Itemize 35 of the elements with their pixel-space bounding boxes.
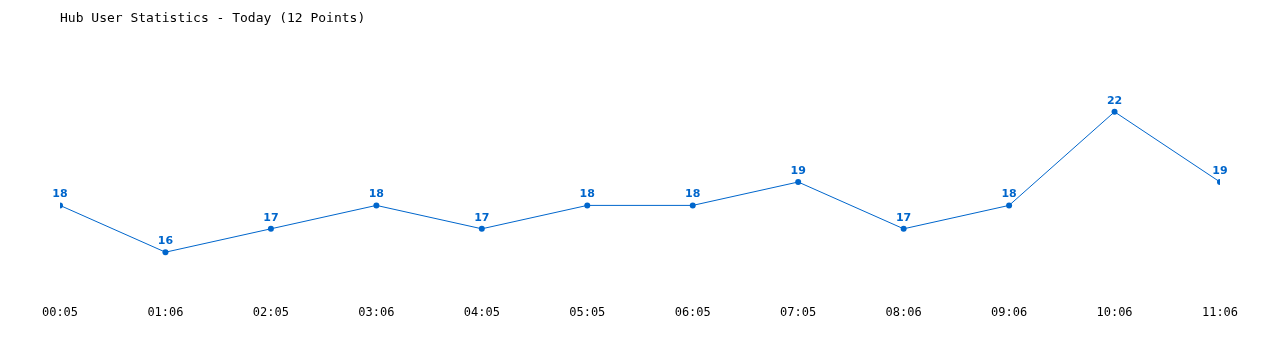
point	[689, 202, 696, 209]
data-label: 17	[263, 210, 279, 224]
x-tick-label: 10:06	[1096, 304, 1133, 319]
data-label: 18	[368, 187, 385, 201]
x-tick-label: 11:06	[1201, 304, 1239, 319]
x-tick-label: 05:05	[569, 304, 606, 319]
x-tick-label: 00:05	[41, 304, 79, 319]
x-tick-label: 01:06	[147, 304, 184, 319]
data-label: 18	[579, 187, 595, 201]
data-label: 18	[685, 187, 701, 201]
x-tick-label: 03:06	[358, 304, 395, 319]
chart-title: Hub User Statistics - Today (12 Points)	[60, 10, 366, 25]
point	[900, 225, 907, 232]
point	[795, 179, 802, 185]
data-label: 18	[52, 187, 68, 201]
point	[162, 249, 169, 256]
point	[478, 225, 485, 232]
data-label: 17	[474, 210, 490, 224]
data-label: 18	[1001, 187, 1017, 201]
point	[1006, 202, 1013, 209]
point	[373, 202, 380, 209]
data-label: 17	[895, 210, 912, 224]
x-tick-label: 04:05	[463, 304, 500, 319]
point	[1111, 108, 1118, 115]
data-label: 19	[790, 164, 806, 177]
point	[584, 202, 591, 209]
data-label: 19	[1212, 164, 1228, 177]
point	[267, 225, 274, 232]
x-tick-label: 09:06	[991, 304, 1028, 319]
x-tick-label: 08:06	[885, 304, 922, 319]
x-tick-label: 02:05	[252, 304, 289, 319]
x-tick-label: 07:05	[780, 304, 817, 319]
x-tick-label: 06:05	[674, 304, 711, 319]
data-label: 16	[157, 234, 174, 248]
data-label: 22	[1106, 93, 1123, 107]
